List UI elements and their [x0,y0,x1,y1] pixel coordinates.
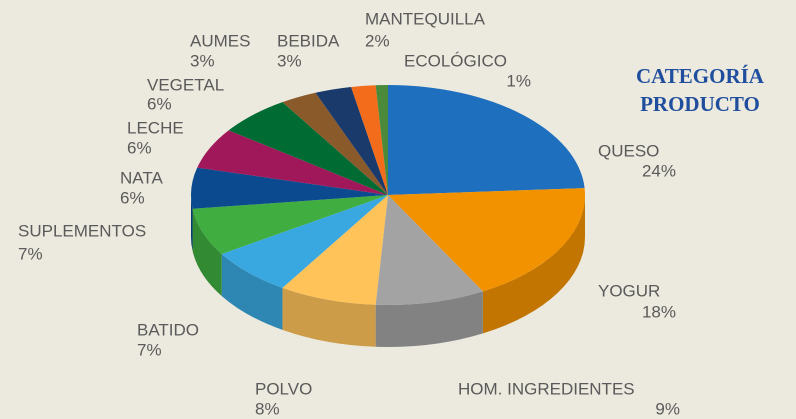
slice [375,195,483,305]
slice [221,195,388,288]
slice [388,85,585,195]
slice [228,102,388,195]
slice [315,86,388,195]
value-label: 24% [642,161,676,180]
slice [197,130,388,195]
slice-label: YOGUR [598,281,660,300]
value-label: 6% [147,94,172,113]
value-label: 1% [506,71,531,90]
slice-label: HOM. INGREDIENTES [458,379,635,398]
value-label: 9% [655,399,680,418]
slice [282,92,388,195]
value-label: 3% [190,51,215,70]
slice-label: POLVO [255,379,312,398]
value-label: 8% [255,399,280,418]
slice-label: BATIDO [137,320,199,339]
slice-label: VEGETAL [147,75,224,94]
slice-side [221,253,283,330]
value-label: 18% [642,302,676,321]
slice-label: MANTEQUILLA [365,9,486,28]
slice-label: AUMES [190,31,250,50]
value-label: 3% [277,51,302,70]
slice [192,195,388,254]
slice-label: LECHE [127,118,184,137]
slice [282,195,388,305]
slice-label: QUESO [598,141,659,160]
slice [375,85,388,195]
slice-label: BEBIDA [277,31,340,50]
slice-label: NATA [120,168,163,187]
slice-side [192,208,222,296]
slice [191,167,388,209]
slice-label: ECOLÓGICO [404,51,507,70]
value-label: 2% [365,31,390,50]
slice-side [375,291,483,347]
value-label: 6% [127,138,152,157]
chart-title: CATEGORÍA PRODUCTO [636,64,764,116]
slice [388,188,585,292]
value-label: 7% [137,340,162,359]
slice [351,85,388,195]
slice-side [282,287,376,347]
value-label: 7% [18,244,43,263]
slice-side [482,195,585,334]
slice-side [191,195,193,251]
slice-label: SUPLEMENTOS [18,221,146,240]
value-label: 6% [120,188,145,207]
